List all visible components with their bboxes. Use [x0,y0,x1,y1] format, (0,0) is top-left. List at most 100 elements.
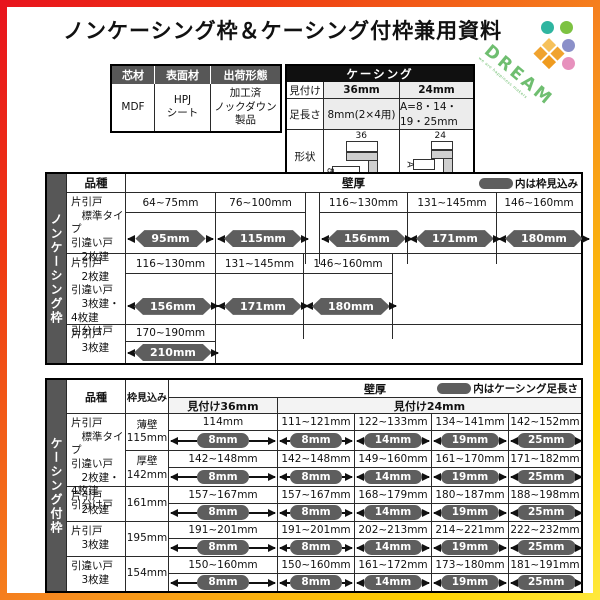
table-cell: 168~179mm 14mm [354,487,431,521]
wall-range: 116~130mm [320,193,407,213]
wall-range: 202~213mm [355,522,431,539]
badge-legend-icon [437,383,472,394]
row-label: 片引戸 2枚建 引違い戸 3枚建・4枚建 引分け戸 [71,257,120,338]
table-cell: 202~213mm 14mm [354,522,431,556]
frame-depth-measure: 171mm [408,213,501,264]
frame-depth-measure: 95mm [126,213,215,264]
header-core: 芯材 [122,69,144,82]
frame-depth-value: 厚壁 142mm [125,450,168,486]
table-row: 片引戸 標準タイプ 引違い戸 2枚建・4枚建 引分け戸 薄壁 115mm 114… [67,413,583,511]
frame-depth-badge: 180mm [505,230,583,247]
frame-depth-value: 161mm [125,487,168,521]
wall-range: 131~145mm [408,193,496,213]
casing-leg-measure: 25mm [509,539,583,556]
casing-leg-measure: 25mm [509,431,583,450]
table-cell: 122~133mm 14mm [354,414,431,450]
frame-depth-badge: 180mm [312,298,390,315]
wall-range: 146~160mm [304,254,392,274]
casing-leg-badge: 19mm [440,505,500,520]
casing-leg-measure: 19mm [432,468,508,486]
table-row: 片引戸 2枚建 161mm 157~167mm 8mm 157~167mm 8m… [67,486,583,521]
frame-depth-value: 154mm [125,557,168,591]
casing-leg-measure: 8mm [278,431,354,450]
casing-leg-badge: 8mm [290,433,342,448]
casing-leg-badge: 19mm [440,575,500,590]
casing-leg-badge: 19mm [440,540,500,555]
table-cell: 180~187mm 19mm [431,487,508,521]
frame-depth-note: 内は枠見込み [479,174,578,192]
casing-leg-measure: 8mm [169,539,277,556]
logo-diamonds-icon [532,38,566,72]
shape-24-cell: 24 A [399,130,473,182]
wall-range: 171~182mm [509,451,581,468]
casing-leg-measure: 14mm [355,504,431,521]
frame-depth-badge: 171mm [416,230,494,247]
kind-header: 品種 [85,390,107,404]
leg-label: 足長さ [289,108,321,121]
casing-leg-measure: 25mm [509,574,583,591]
table-cell: 191~201mm 8mm [168,522,277,556]
mitsuke-label: 見付け [289,84,321,97]
kind-header: 品種 [84,176,108,190]
wall-range: 134~141mm [432,414,508,431]
logo-dot-teal [541,21,554,34]
subheader-mitsuke36: 見付け36mm [168,397,277,413]
table-cell: 181~191mm 25mm [508,557,583,591]
wall-range: 222~232mm [509,522,581,539]
table-cell: 116~130mm 156mm [125,254,219,339]
leg-24: A=8・14・19・25mm [399,99,473,129]
logo-dot-green [560,21,573,34]
table-cell: 146~160mm 180mm [496,193,590,265]
casing-leg-measure: 8mm [169,431,277,450]
casing-leg-badge: 19mm [440,469,500,485]
casing-leg-measure: 8mm [169,504,277,521]
casing-leg-badge: 14mm [363,433,423,448]
shape-label: 形状 [294,150,316,163]
casing-leg-badge: 8mm [197,505,249,520]
subheader-mitsuke24: 見付け24mm [277,397,581,413]
empty-cell [392,254,581,339]
wall-range: 181~191mm [509,557,581,574]
table-cell: 188~198mm 25mm [508,487,583,521]
table-cell: 150~160mm 8mm [168,557,277,591]
frame-depth-value: 薄壁 115mm [125,414,168,450]
frame-depth-badge: 156mm [328,230,406,247]
frame-depth-measure: 171mm [216,274,309,339]
table-cell: 170~190mm 210mm [125,325,219,363]
row-label: 片引戸 標準タイプ 引違い戸 2枚建・4枚建 引分け戸 [71,417,124,511]
casing-leg-measure: 8mm [169,468,277,486]
table-cell: 131~145mm 171mm [407,193,501,265]
wall-range: 76~100mm [216,193,305,213]
core-material-table: 芯材 表面材 出荷形態 MDF HPJ シート 加工済 ノックダウン 製品 [110,64,282,133]
frame-depth-badge: 156mm [134,298,212,315]
row-label: 引違い戸 3枚建 [71,560,113,586]
frame-depth-badge: 171mm [224,298,302,315]
casing-leg-badge: 14mm [363,469,423,485]
casing-leg-badge: 8mm [290,505,342,520]
wall-range: 168~179mm [355,487,431,504]
wall-range: 214~221mm [432,522,508,539]
casing-leg-badge: 25mm [517,575,576,590]
casing-frame-table: ケーシング付枠 品種 枠見込み 壁厚 内はケーシング足長さ 見付け36mm 見付… [45,378,583,593]
mitsuke-24: 24mm [399,82,473,98]
casing-leg-measure: 25mm [509,504,583,521]
wall-range: 157~167mm [278,487,354,504]
table-cell: 76~100mm 115mm [215,193,309,265]
table-row: 片引戸 3枚建 195mm 191~201mm 8mm 191~201mm 8m… [67,521,583,556]
table-cell: 171~182mm 25mm [508,450,583,486]
value-shipping: 加工済 ノックダウン 製品 [210,84,280,131]
table-row: 片引戸 2枚建 引違い戸 3枚建・4枚建 引分け戸 116~130mm 156m… [67,253,581,339]
wall-thickness-header: 壁厚 内は枠見込み [125,174,581,192]
casing-leg-measure: 14mm [355,539,431,556]
casing-leg-measure: 19mm [432,574,508,591]
page-content: ノンケーシング枠＆ケーシング付枠兼用資料 DREAM we are happin… [7,7,593,593]
table-cell: 191~201mm 8mm [277,522,354,556]
table-cell: 142~148mm 8mm [277,450,354,486]
casing-leg-badge: 19mm [440,433,500,448]
wall-range: 111~121mm [278,414,354,431]
casing-leg-measure: 14mm [355,574,431,591]
noncasing-frame-table: ノンケーシング枠 品種 壁厚 内は枠見込み 片引戸 標準タイプ 引違い戸 2枚建… [45,172,590,365]
table2-header: 品種 枠見込み 壁厚 内はケーシング足長さ 見付け36mm 見付け24mm [67,380,581,413]
frame-depth-measure: 156mm [126,274,219,339]
